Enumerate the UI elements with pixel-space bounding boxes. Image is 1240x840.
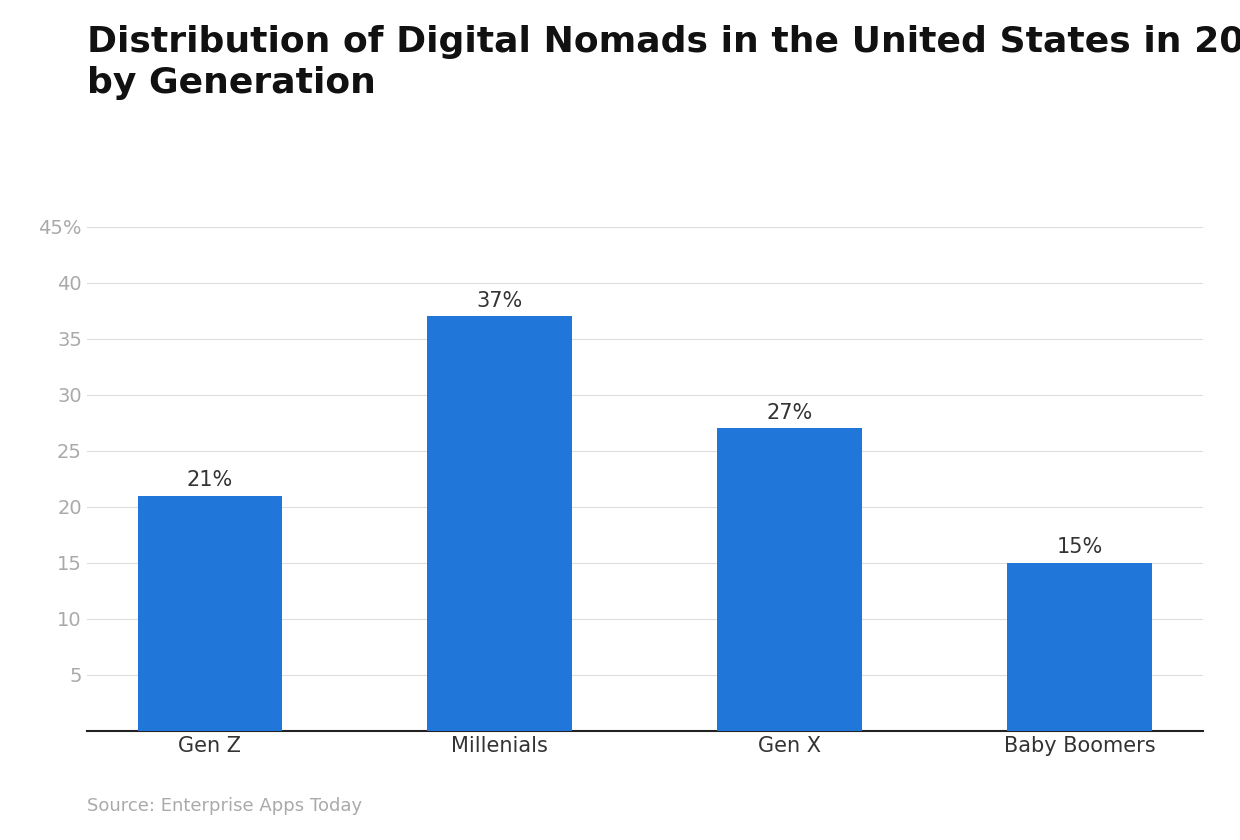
Bar [717, 428, 862, 731]
Text: Source: Enterprise Apps Today: Source: Enterprise Apps Today [87, 797, 362, 815]
Bar [428, 317, 573, 731]
Text: Distribution of Digital Nomads in the United States in 2023,
by Generation: Distribution of Digital Nomads in the Un… [87, 25, 1240, 100]
Text: 21%: 21% [187, 470, 233, 490]
Bar [138, 496, 283, 731]
Bar [1007, 563, 1152, 731]
Text: 37%: 37% [476, 291, 523, 311]
Text: 27%: 27% [766, 403, 813, 423]
Text: 15%: 15% [1056, 538, 1102, 557]
